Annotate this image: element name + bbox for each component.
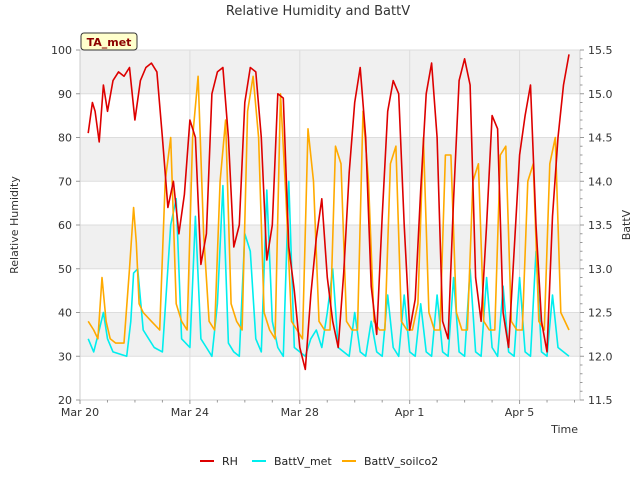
y2-tick-label-1: 12.0 (588, 350, 613, 363)
series-layer (87, 54, 570, 371)
legend: RH BattV_met BattV_soilco2 (200, 455, 438, 468)
y2-tick-label-8: 15.5 (588, 44, 613, 57)
y-tick-label-2: 40 (58, 307, 72, 320)
x-tick-label-0: Mar 20 (61, 406, 99, 419)
y2-axis-ticks: 11.5 12.0 12.5 13.0 13.5 14.0 14.5 15.0 15.5 (580, 44, 613, 407)
y-tick-label-4: 60 (58, 219, 72, 232)
series-line-battv-met (87, 180, 570, 358)
ta-met-badge: TA_met (80, 32, 138, 51)
y-tick-label-5: 70 (58, 175, 72, 188)
plot-band-1 (80, 225, 580, 269)
y2-axis-label: BattV (620, 209, 633, 240)
y-axis-label: Relative Humidity (8, 176, 21, 274)
x-tick-label-3: Apr 1 (395, 406, 425, 419)
plot-band-3 (80, 50, 580, 94)
y-tick-label-0: 20 (58, 394, 72, 407)
badge-label: TA_met (87, 36, 132, 49)
chart-title: Relative Humidity and BattV (226, 4, 410, 19)
y-tick-label-6: 80 (58, 132, 72, 145)
x-tick-label-1: Mar 24 (171, 406, 209, 419)
y2-tick-label-3: 13.0 (588, 263, 613, 276)
y-tick-label-8: 100 (51, 44, 72, 57)
x-tick-label-2: Mar 28 (281, 406, 319, 419)
series-line-battv-soilco2 (87, 75, 570, 344)
badge-box (80, 32, 138, 51)
x-axis-ticks: Mar 20 Mar 24 Mar 28 Apr 1 Apr 5 (61, 400, 576, 419)
y2-tick-label-7: 15.0 (588, 88, 613, 101)
x-axis-label: Time (550, 423, 578, 436)
y2-tick-label-2: 12.5 (588, 307, 613, 320)
y-axis-ticks: 20 30 40 50 60 70 80 90 100 (51, 44, 80, 407)
series-line-rh (87, 54, 570, 371)
y-tick-label-7: 90 (58, 88, 72, 101)
legend-label-0: RH (222, 455, 238, 468)
legend-label-2: BattV_soilco2 (364, 455, 438, 468)
x-tick-label-4: Apr 5 (505, 406, 535, 419)
y2-tick-label-5: 14.0 (588, 175, 613, 188)
y-tick-label-3: 50 (58, 263, 72, 276)
y2-tick-label-4: 13.5 (588, 219, 613, 232)
y2-tick-label-6: 14.5 (588, 132, 613, 145)
y-tick-label-1: 30 (58, 350, 72, 363)
plot-band-2 (80, 137, 580, 182)
legend-label-1: BattV_met (274, 455, 332, 468)
y2-tick-label-0: 11.5 (588, 394, 613, 407)
